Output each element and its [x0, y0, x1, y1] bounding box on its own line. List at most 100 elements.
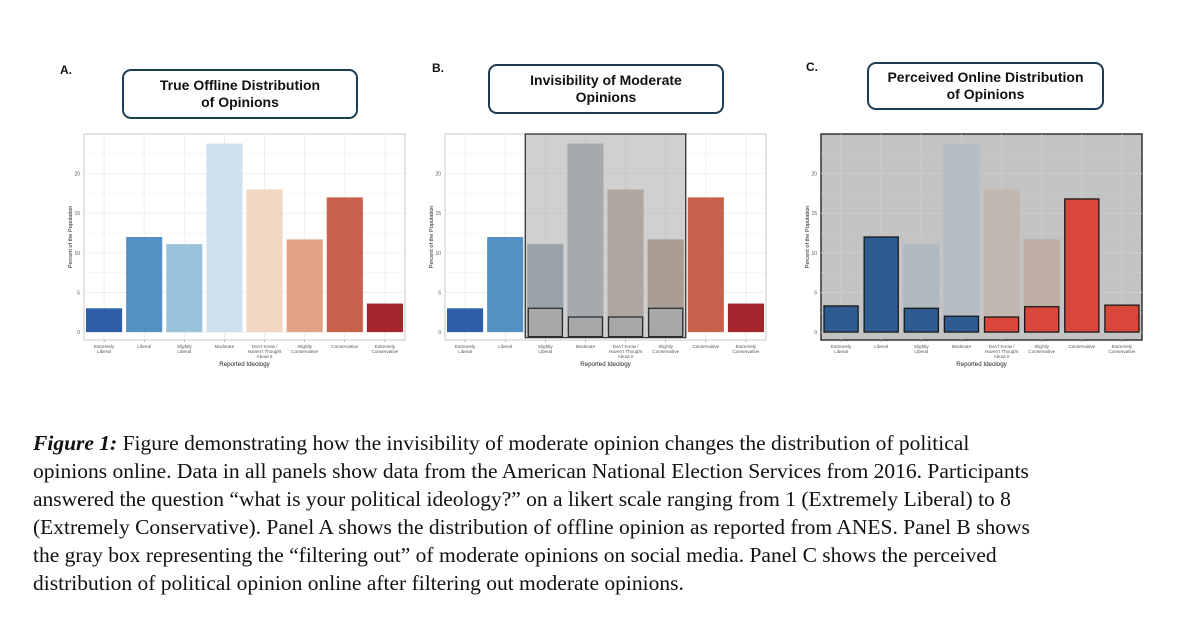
bar: [447, 308, 484, 333]
x-tick-label: Liberal: [834, 349, 848, 354]
x-tick-label: Conservative: [1068, 344, 1095, 349]
panel-a-title-box: True Offline Distribution of Opinions: [122, 69, 358, 119]
panel-c-title-line: of Opinions: [946, 86, 1025, 102]
x-tick-label: Slightly: [297, 344, 313, 349]
x-tick-label: Liberal: [177, 349, 191, 354]
visible-bar: [607, 316, 644, 338]
x-tick-label: Conservative: [1109, 349, 1136, 354]
x-tick-label: Liberal: [97, 349, 111, 354]
x-tick-label: Extremely: [831, 344, 852, 349]
x-tick-label: Liberal: [538, 349, 552, 354]
x-tick-label: Conservative: [331, 344, 358, 349]
x-tick-label: Liberal: [458, 349, 472, 354]
y-tick-label: 5: [438, 290, 441, 296]
x-tick-label: About It: [257, 354, 274, 359]
x-tick-label: Extremely: [375, 344, 396, 349]
panel-a-title-line: True Offline Distribution: [159, 77, 321, 93]
caption-line: the gray box representing the “filtering…: [33, 543, 997, 567]
panel-c-title-line: Perceived Online Distribution: [887, 69, 1084, 85]
bar: [687, 197, 724, 333]
x-tick-label: Conservative: [652, 349, 679, 354]
faded-bar: [983, 189, 1020, 333]
y-tick-label: 10: [74, 251, 80, 257]
x-tick-label: Don't Know /: [613, 344, 640, 349]
y-tick-label: 0: [814, 330, 817, 336]
y-axis-title: Percent of the Population: [429, 206, 435, 269]
x-axis-title: Reported Ideology: [956, 361, 1007, 368]
x-tick-label: Extremely: [1112, 344, 1133, 349]
panel-c-title-box: Perceived Online Distribution of Opinions: [867, 62, 1104, 110]
x-tick-label: Conservative: [692, 344, 719, 349]
x-tick-label: Moderate: [215, 344, 235, 349]
visible-bar: [647, 307, 684, 338]
caption-line: opinions online. Data in all panels show…: [33, 459, 1029, 483]
y-tick-label: 5: [814, 290, 817, 296]
bar: [727, 303, 764, 333]
x-tick-label: Don't Know /: [989, 344, 1016, 349]
caption-line: (Extremely Conservative). Panel A shows …: [33, 515, 1030, 539]
y-axis-title: Percent of the Population: [805, 206, 811, 269]
x-tick-label: Conservative: [372, 349, 399, 354]
x-tick-label: Slightly: [658, 344, 674, 349]
x-tick-label: Haven't Thought: [248, 349, 282, 354]
x-axis-title: Reported Ideology: [580, 361, 631, 368]
bar: [823, 305, 859, 333]
x-tick-label: Haven't Thought: [985, 349, 1019, 354]
y-axis-title: Percent of the Population: [68, 206, 74, 269]
y-tick-label: 10: [811, 251, 817, 257]
x-tick-label: Liberal: [914, 349, 928, 354]
y-tick-label: 10: [435, 251, 441, 257]
bar: [286, 239, 323, 333]
x-tick-label: Haven't Thought: [609, 349, 643, 354]
x-tick-label: Conservative: [291, 349, 318, 354]
x-tick-label: Slightly: [1034, 344, 1050, 349]
y-tick-label: 15: [811, 211, 817, 217]
y-tick-label: 0: [77, 330, 80, 336]
y-tick-label: 20: [74, 172, 80, 178]
figure-caption: Figure 1: Figure demonstrating how the i…: [33, 429, 1183, 597]
x-tick-label: Conservative: [733, 349, 760, 354]
bar: [86, 308, 123, 333]
visible-bar: [567, 316, 604, 338]
x-tick-label: Don't Know /: [252, 344, 279, 349]
bar: [1064, 198, 1100, 333]
x-tick-label: Slightly: [914, 344, 930, 349]
bar: [903, 307, 940, 333]
y-tick-label: 20: [811, 172, 817, 178]
y-tick-label: 0: [438, 330, 441, 336]
bar: [366, 303, 403, 333]
caption-text: Figure demonstrating how the invisibilit…: [117, 431, 970, 455]
x-tick-label: About It: [618, 354, 635, 359]
bar: [1104, 304, 1140, 333]
panel-a-title-line: of Opinions: [201, 94, 279, 110]
faded-bar: [943, 143, 980, 333]
bar: [567, 143, 604, 333]
caption-line: answered the question “what is your poli…: [33, 487, 1011, 511]
bar: [126, 237, 163, 333]
bar: [983, 316, 1020, 333]
x-tick-label: Liberal: [498, 344, 512, 349]
x-tick-label: Moderate: [576, 344, 596, 349]
caption-line: Figure 1: Figure demonstrating how the i…: [33, 429, 1183, 457]
x-tick-label: Liberal: [874, 344, 888, 349]
bar: [863, 236, 899, 333]
x-tick-label: Extremely: [455, 344, 476, 349]
bar: [487, 237, 524, 333]
x-tick-label: Slightly: [538, 344, 554, 349]
y-tick-label: 15: [74, 211, 80, 217]
x-tick-label: Extremely: [736, 344, 757, 349]
x-tick-label: Extremely: [94, 344, 115, 349]
bar: [326, 197, 363, 333]
x-tick-label: Slightly: [177, 344, 193, 349]
x-tick-label: Conservative: [1028, 349, 1055, 354]
bar: [1023, 306, 1060, 333]
bar: [206, 143, 243, 333]
y-tick-label: 20: [435, 172, 441, 178]
y-tick-label: 15: [435, 211, 441, 217]
visible-bar: [527, 307, 564, 338]
filter-overlay-box: [524, 133, 687, 339]
bar: [246, 189, 283, 333]
